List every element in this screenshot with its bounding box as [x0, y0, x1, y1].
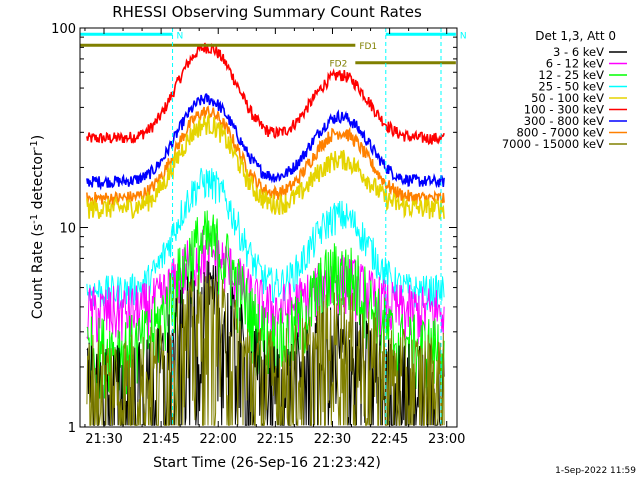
x-tick-label-4: 22:30: [314, 432, 351, 447]
annotation-label-3: FD2: [329, 60, 347, 70]
x-axis: 21:30 21:45 22:00 22:15 22:30 22:45 23:00: [84, 28, 465, 447]
legend-label-6: 300 - 800 keV: [524, 114, 604, 128]
series-line-8: [86, 274, 445, 426]
timestamp: 1-Sep-2022 11:59: [555, 466, 636, 476]
y-tick-label-1: 10: [59, 222, 76, 237]
y-axis-label-end: ): [30, 135, 46, 140]
annotation-label-1: N: [460, 31, 467, 41]
chart-title: RHESSI Observing Summary Count Rates: [112, 3, 422, 21]
y-axis-label-sup1: -1: [29, 214, 40, 224]
x-tick-label-0: 21:30: [85, 432, 122, 447]
series-line-6: [86, 93, 445, 191]
legend-label-7: 800 - 7000 keV: [516, 126, 604, 140]
legend-label-2: 12 - 25 keV: [538, 68, 604, 82]
x-tick-label-6: 23:00: [428, 432, 465, 447]
y-axis-label: Count Rate (s-1 detector-1): [29, 135, 46, 319]
annotation-label-2: FD1: [359, 42, 377, 52]
legend-title: Det 1,3, Att 0: [535, 29, 616, 43]
x-tick-label-3: 22:15: [257, 432, 294, 447]
annotation-group: N N FD1 FD2: [80, 28, 467, 427]
series-line-5: [86, 42, 445, 146]
legend-label-5: 100 - 300 keV: [524, 103, 604, 117]
legend-label-4: 50 - 100 keV: [531, 91, 604, 105]
legend-label-3: 25 - 50 keV: [538, 80, 604, 94]
x-tick-label-5: 22:45: [371, 432, 408, 447]
y-axis-label-mid: detector: [30, 150, 46, 214]
plot-area: [86, 42, 445, 427]
annotation-label-0: N: [177, 31, 184, 41]
y-axis: 1 10 100: [51, 22, 457, 436]
y-tick-label-2: 100: [51, 22, 76, 37]
legend-label-1: 6 - 12 keV: [546, 57, 604, 71]
series-line-4: [86, 112, 445, 221]
x-axis-label: Start Time (26-Sep-16 21:23:42): [153, 455, 381, 471]
y-axis-label-main: Count Rate (s: [30, 224, 46, 319]
x-tick-label-2: 22:00: [199, 432, 236, 447]
legend-label-8: 7000 - 15000 keV: [502, 137, 604, 151]
legend-label-0: 3 - 6 keV: [553, 45, 604, 59]
y-tick-label-0: 1: [68, 421, 76, 436]
y-axis-label-sup2: -1: [29, 140, 40, 150]
x-tick-label-1: 21:45: [142, 432, 179, 447]
